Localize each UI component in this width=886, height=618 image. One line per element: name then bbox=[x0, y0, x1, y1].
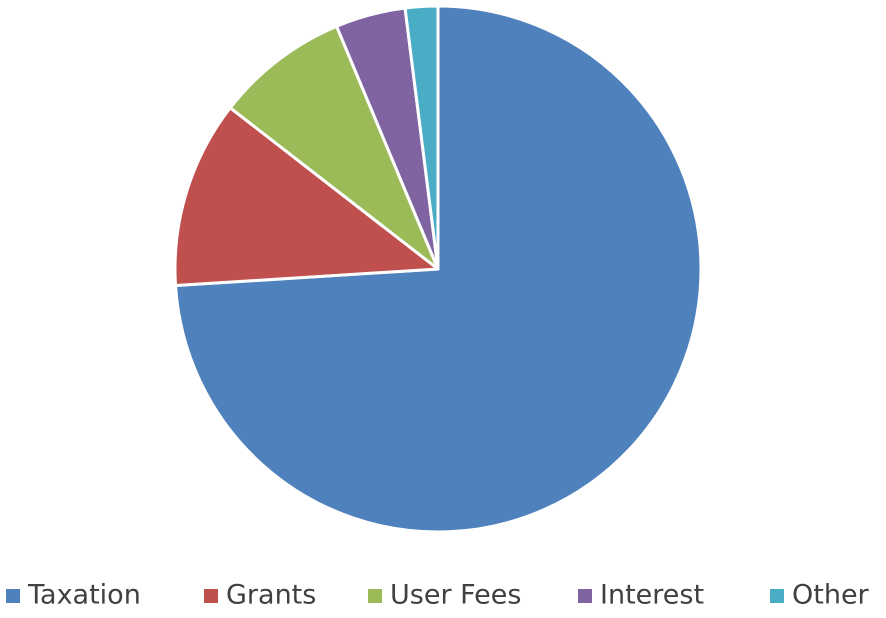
pie-slice bbox=[228, 24, 440, 271]
legend-label: Taxation bbox=[27, 580, 141, 611]
legend-marker bbox=[6, 589, 20, 603]
legend-label: Interest bbox=[600, 580, 704, 611]
legend-label: User Fees bbox=[390, 580, 521, 611]
legend-marker bbox=[204, 589, 218, 603]
pie-slice bbox=[173, 106, 440, 288]
legend-label: Other bbox=[792, 580, 870, 611]
legend-marker bbox=[770, 589, 784, 603]
legend-marker bbox=[368, 589, 382, 603]
legend-label: Grants bbox=[226, 580, 316, 611]
legend-marker bbox=[578, 589, 592, 603]
pie-slice bbox=[403, 4, 440, 271]
